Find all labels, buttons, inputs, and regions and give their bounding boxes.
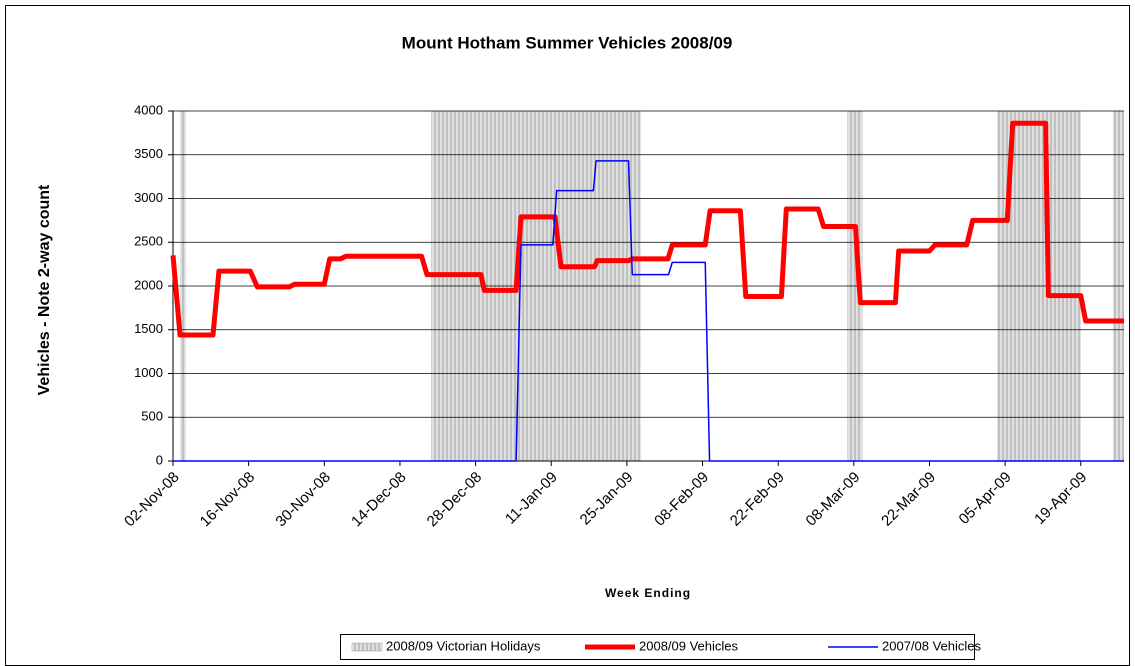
y-tick-label: 1500 [134,321,163,336]
series-line [173,160,1124,462]
chart-title: Mount Hotham Summer Vehicles 2008/09 [402,33,733,52]
legend-label: 2008/09 Vehicles [639,638,739,653]
y-axis-title: Vehicles - Note 2-way count [36,184,53,395]
y-tick-label: 2000 [134,277,163,292]
y-tick-label: 3000 [134,190,163,205]
legend-label: 2008/09 Victorian Holidays [386,638,541,653]
x-axis-title: Week Ending [605,586,691,600]
y-tick-label: 500 [141,409,163,424]
legend-label: 2007/08 Vehicles [882,638,982,653]
y-tick-label: 1000 [134,365,163,380]
y-tick-label: 0 [156,452,163,467]
y-tick-label: 2500 [134,234,163,249]
y-tick-label: 4000 [134,102,163,117]
legend-swatch [351,642,383,652]
series-line [170,120,1124,338]
y-tick-label: 3500 [134,146,163,161]
